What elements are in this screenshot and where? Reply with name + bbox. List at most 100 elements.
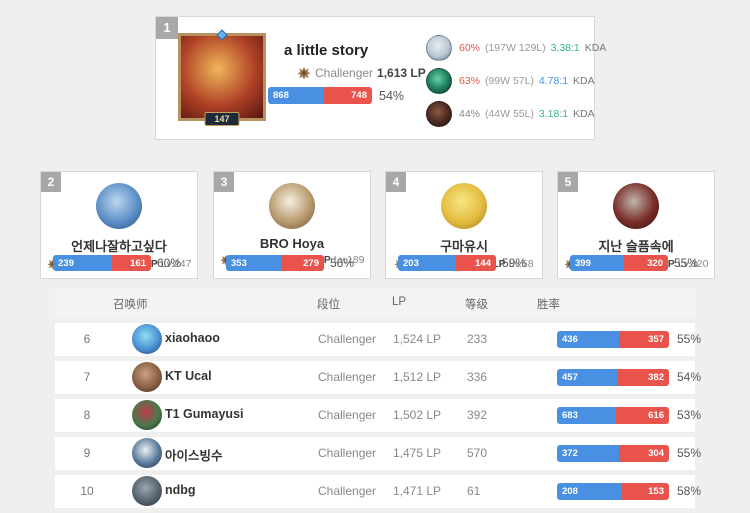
summoner-name[interactable]: T1 Gumayusi	[165, 407, 244, 421]
champion-stat-text: 63% (99W 57L) 4.78:1 KDA	[459, 75, 597, 87]
champion-record: (99W 57L)	[484, 74, 534, 87]
champion-icon	[426, 100, 452, 127]
level-value: 61	[467, 484, 481, 498]
champion-stat-text: 44% (44W 55L) 3.18:1 KDA	[459, 108, 597, 120]
champion-winrate: 60%	[459, 41, 481, 54]
table-row[interactable]: 10 ndbg Challenger 1,471 LP 61 208 153 5…	[55, 475, 701, 508]
leaderboard-table: 召唤师 段位 LP 等级 胜率 6 xiaohaoo Challenger 1,…	[55, 288, 701, 508]
level-label: Lv.320	[677, 258, 709, 270]
rank-number: 7	[83, 370, 91, 384]
champion-stat-row[interactable]: 60% (197W 129L) 3.38:1 KDA	[426, 34, 608, 61]
summoner-name[interactable]: KT Ucal	[165, 369, 212, 383]
winrate-percent: 55%	[677, 332, 702, 346]
level-label: Lv.58	[508, 258, 534, 270]
summoner-level-badge: 147	[204, 112, 240, 126]
winloss-bar: 399 320	[570, 255, 668, 271]
winloss-bar: 868 748	[268, 87, 372, 104]
table-row[interactable]: 9 아이스빙수 Challenger 1,475 LP 570 372 304 …	[55, 437, 701, 470]
losses-bar: 279	[280, 255, 324, 271]
summoner-avatar	[96, 183, 142, 229]
winloss-bar-row: 203 144 59%	[398, 255, 526, 271]
winrate-percent: 59%	[502, 256, 527, 270]
level-label: Lv.247	[160, 258, 192, 270]
rank-badge: 2	[41, 172, 61, 192]
winrate-percent: 53%	[677, 408, 702, 422]
losses-bar: 616	[616, 407, 669, 424]
rank-badge: 4	[386, 172, 406, 192]
tier-value: Challenger	[318, 332, 377, 346]
table-body: 6 xiaohaoo Challenger 1,524 LP 233 436 3…	[55, 323, 701, 508]
ranked-player-card[interactable]: 3 BRO Hoya Challenger 1,562 LP Lv.189 35…	[213, 171, 371, 279]
winloss-bar-row: 683 616	[557, 407, 669, 424]
wins-bar: 239	[53, 255, 112, 271]
winloss-bar-row: 372 304	[557, 445, 669, 462]
header-tier: 段位	[317, 299, 340, 311]
summoner-avatar	[132, 324, 162, 354]
table-row[interactable]: 7 KT Ucal Challenger 1,512 LP 336 457 38…	[55, 361, 701, 394]
top-player-card[interactable]: 1 147 a little story Challenger 1,613 LP…	[155, 16, 606, 140]
tier-value: Challenger	[318, 408, 377, 422]
summoner-name[interactable]: 아이스빙수	[165, 449, 223, 463]
wins-bar: 436	[557, 331, 619, 348]
losses-bar: 144	[455, 255, 496, 271]
level-label: Lv.189	[333, 254, 365, 266]
challenger-crest-icon	[297, 67, 311, 80]
ranked-player-card[interactable]: 4 구마유시 Challenger 1,557 LP Lv.58 203 144…	[385, 171, 543, 279]
kda-label: KDA	[573, 107, 595, 120]
winloss-bar: 239 161	[53, 255, 151, 271]
losses-bar: 357	[618, 331, 669, 348]
winloss-bar: 208 153	[557, 483, 669, 500]
lp-value: 1,613 LP	[377, 66, 426, 80]
summoner-avatar	[269, 183, 315, 229]
summoner-name[interactable]: 지난 슬픔속에	[598, 239, 674, 254]
rank-number: 6	[83, 332, 91, 346]
table-row[interactable]: 6 xiaohaoo Challenger 1,524 LP 233 436 3…	[55, 323, 701, 356]
summoner-name[interactable]: a little story	[284, 42, 369, 59]
winloss-bar-row: 208 153	[557, 483, 669, 500]
lp-value: 1,512 LP	[393, 370, 442, 384]
winloss-bar: 203 144	[398, 255, 496, 271]
kda-label: KDA	[584, 41, 607, 54]
winloss-bar-row: 457 382	[557, 369, 669, 386]
ranked-player-card[interactable]: 2 언제나잘하고싶다 Challenger 1,613 LP Lv.247 23…	[40, 171, 198, 279]
wins-bar: 203	[398, 255, 456, 271]
champion-icon	[426, 67, 452, 94]
winrate-percent: 55%	[674, 256, 699, 270]
tier-line: Challenger 1,613 LP	[297, 66, 426, 80]
summoner-name[interactable]: BRO Hoya	[259, 236, 325, 251]
level-value: 392	[467, 408, 488, 422]
winloss-bar-row: 239 161 60%	[53, 255, 181, 271]
champion-stat-row[interactable]: 44% (44W 55L) 3.18:1 KDA	[426, 100, 608, 127]
ranked-player-card[interactable]: 5 지난 슬픔속에 Challenger 1,547 LP Lv.320 399…	[557, 171, 715, 279]
winrate-percent: 56%	[330, 256, 355, 270]
wins-bar: 868	[268, 87, 325, 104]
losses-bar: 748	[324, 87, 372, 104]
header-winrate: 胜率	[537, 299, 560, 311]
wins-bar: 399	[570, 255, 624, 271]
level-value: 570	[467, 446, 488, 460]
lp-value: 1,524 LP	[393, 332, 442, 346]
summoner-avatar: 147	[178, 29, 266, 126]
summoner-name[interactable]: ndbg	[165, 483, 196, 497]
lp-value: 1,502 LP	[393, 408, 442, 422]
winloss-bar: 436 357	[557, 331, 669, 348]
table-row[interactable]: 8 T1 Gumayusi Challenger 1,502 LP 392 68…	[55, 399, 701, 432]
summoner-name[interactable]: 구마유시	[440, 239, 488, 254]
champion-record: (197W 129L)	[484, 41, 546, 54]
winloss-bar: 372 304	[557, 445, 669, 462]
lp-value: 1,471 LP	[393, 484, 442, 498]
losses-bar: 304	[618, 445, 669, 462]
tier-value: Challenger	[318, 370, 377, 384]
champion-stat-row[interactable]: 63% (99W 57L) 4.78:1 KDA	[426, 67, 608, 94]
summoner-name[interactable]: 언제나잘하고싶다	[71, 239, 167, 254]
winloss-bar: 457 382	[557, 369, 669, 386]
tier-value: Challenger	[318, 446, 377, 460]
summoner-avatar	[613, 183, 659, 229]
summoner-name[interactable]: xiaohaoo	[165, 331, 220, 345]
champion-winrate: 44%	[459, 107, 481, 120]
summoner-avatar	[132, 362, 162, 392]
summoner-avatar	[132, 400, 162, 430]
summoner-avatar	[132, 476, 162, 506]
winloss-bar-row: 436 357	[557, 331, 669, 348]
winrate-percent: 55%	[677, 446, 702, 460]
